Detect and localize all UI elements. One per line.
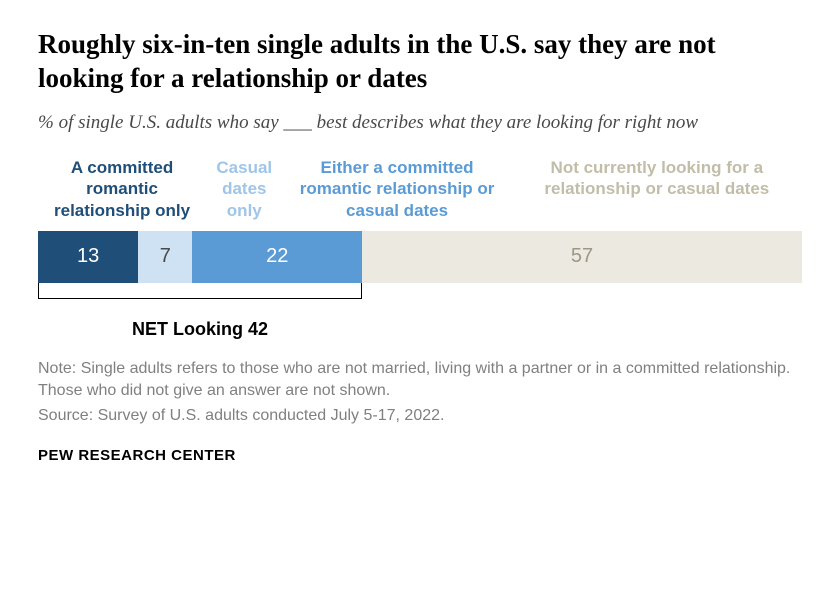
legend-item: A committed romantic relationship only	[38, 157, 206, 221]
attribution: PEW RESEARCH CENTER	[38, 447, 802, 464]
net-label: NET Looking 42	[38, 319, 362, 340]
bar-segment: 22	[192, 231, 362, 283]
legend-item: Either a committed romantic relationship…	[282, 157, 511, 221]
legend-item: Casual dates only	[206, 157, 282, 221]
legend-row: A committed romantic relationship onlyCa…	[38, 157, 802, 221]
chart-subtitle: % of single U.S. adults who say ___ best…	[38, 110, 802, 136]
bar-segment: 57	[362, 231, 802, 283]
chart-title: Roughly six-in-ten single adults in the …	[38, 28, 802, 96]
bar-segment: 13	[38, 231, 138, 283]
chart-note: Note: Single adults refers to those who …	[38, 358, 802, 403]
net-bracket	[38, 283, 362, 299]
chart-source: Source: Survey of U.S. adults conducted …	[38, 405, 802, 427]
stacked-bar: 1372257	[38, 231, 802, 283]
net-bracket-row	[38, 283, 802, 313]
bar-segment: 7	[138, 231, 192, 283]
legend-item: Not currently looking for a relationship…	[512, 157, 802, 221]
